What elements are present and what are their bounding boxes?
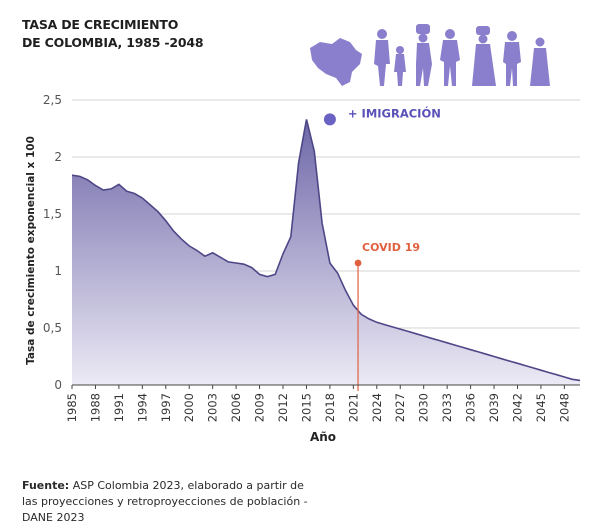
y-axis-ticks: 0 0,5 1 1,5 2 2,5 xyxy=(43,93,62,392)
covid-annotation: COVID 19 xyxy=(362,241,420,254)
x-tick-label: 2009 xyxy=(253,393,267,422)
x-tick-label: 2021 xyxy=(346,393,360,422)
y-tick-label: 2,5 xyxy=(43,93,62,107)
colombia-map-icon xyxy=(310,38,362,86)
immigration-annotation: + IMIGRACIÓN xyxy=(348,105,441,120)
y-tick-label: 1 xyxy=(54,264,62,278)
y-axis-label: Tasa de crecimiento exponencial x 100 xyxy=(25,136,37,365)
immigration-peak-dot xyxy=(323,113,336,126)
y-tick-label: 0 xyxy=(54,378,62,392)
chart-title-line1: TASA DE CRECIMIENTO xyxy=(22,17,179,32)
x-axis-label: Año xyxy=(310,430,336,444)
x-tick-label: 1988 xyxy=(88,393,102,422)
migrant-figures-icon xyxy=(310,24,550,86)
source-note: Fuente: ASP Colombia 2023, elaborado a p… xyxy=(22,478,312,526)
x-tick-label: 1994 xyxy=(135,393,149,422)
x-tick-label: 2042 xyxy=(510,393,524,422)
x-tick-label: 1985 xyxy=(65,393,79,422)
x-tick-label: 2018 xyxy=(323,393,337,422)
x-tick-label: 2033 xyxy=(440,393,454,422)
x-tick-label: 2003 xyxy=(206,393,220,422)
y-tick-label: 2 xyxy=(54,150,62,164)
x-tick-label: 2030 xyxy=(417,393,431,422)
x-axis-ticks: 1985 1988 1991 1994 1997 2000 2003 2006 2009 2012… xyxy=(65,385,571,422)
x-tick-label: 2000 xyxy=(182,393,196,422)
x-tick-label: 2006 xyxy=(229,393,243,422)
y-tick-label: 0,5 xyxy=(43,321,62,335)
source-label: Fuente: xyxy=(22,479,70,492)
x-tick-label: 2012 xyxy=(276,393,290,422)
growth-rate-chart: 00,511,522,5 + IMIGRACIÓN COVID 19 1985 1… xyxy=(25,93,581,444)
x-tick-label: 2015 xyxy=(299,393,313,422)
chart-title-line2: DE COLOMBIA, 1985 -2048 xyxy=(22,35,204,50)
x-tick-label: 2039 xyxy=(487,393,501,422)
x-tick-label: 2048 xyxy=(557,393,571,422)
x-tick-label: 1997 xyxy=(159,393,173,422)
growth-line xyxy=(71,119,581,382)
x-tick-label: 2024 xyxy=(370,393,384,422)
y-tick-label: 1,5 xyxy=(43,207,62,221)
source-text: ASP Colombia 2023, elaborado a partir de… xyxy=(22,479,308,524)
x-tick-label: 2027 xyxy=(393,393,407,422)
covid-marker-dot xyxy=(354,259,362,267)
chart-title: TASA DE CRECIMIENTO DE COLOMBIA, 1985 -2… xyxy=(22,16,204,52)
x-tick-label: 2036 xyxy=(464,393,478,422)
x-tick-label: 1991 xyxy=(112,393,126,422)
x-tick-label: 2045 xyxy=(534,393,548,422)
growth-area xyxy=(72,119,580,386)
